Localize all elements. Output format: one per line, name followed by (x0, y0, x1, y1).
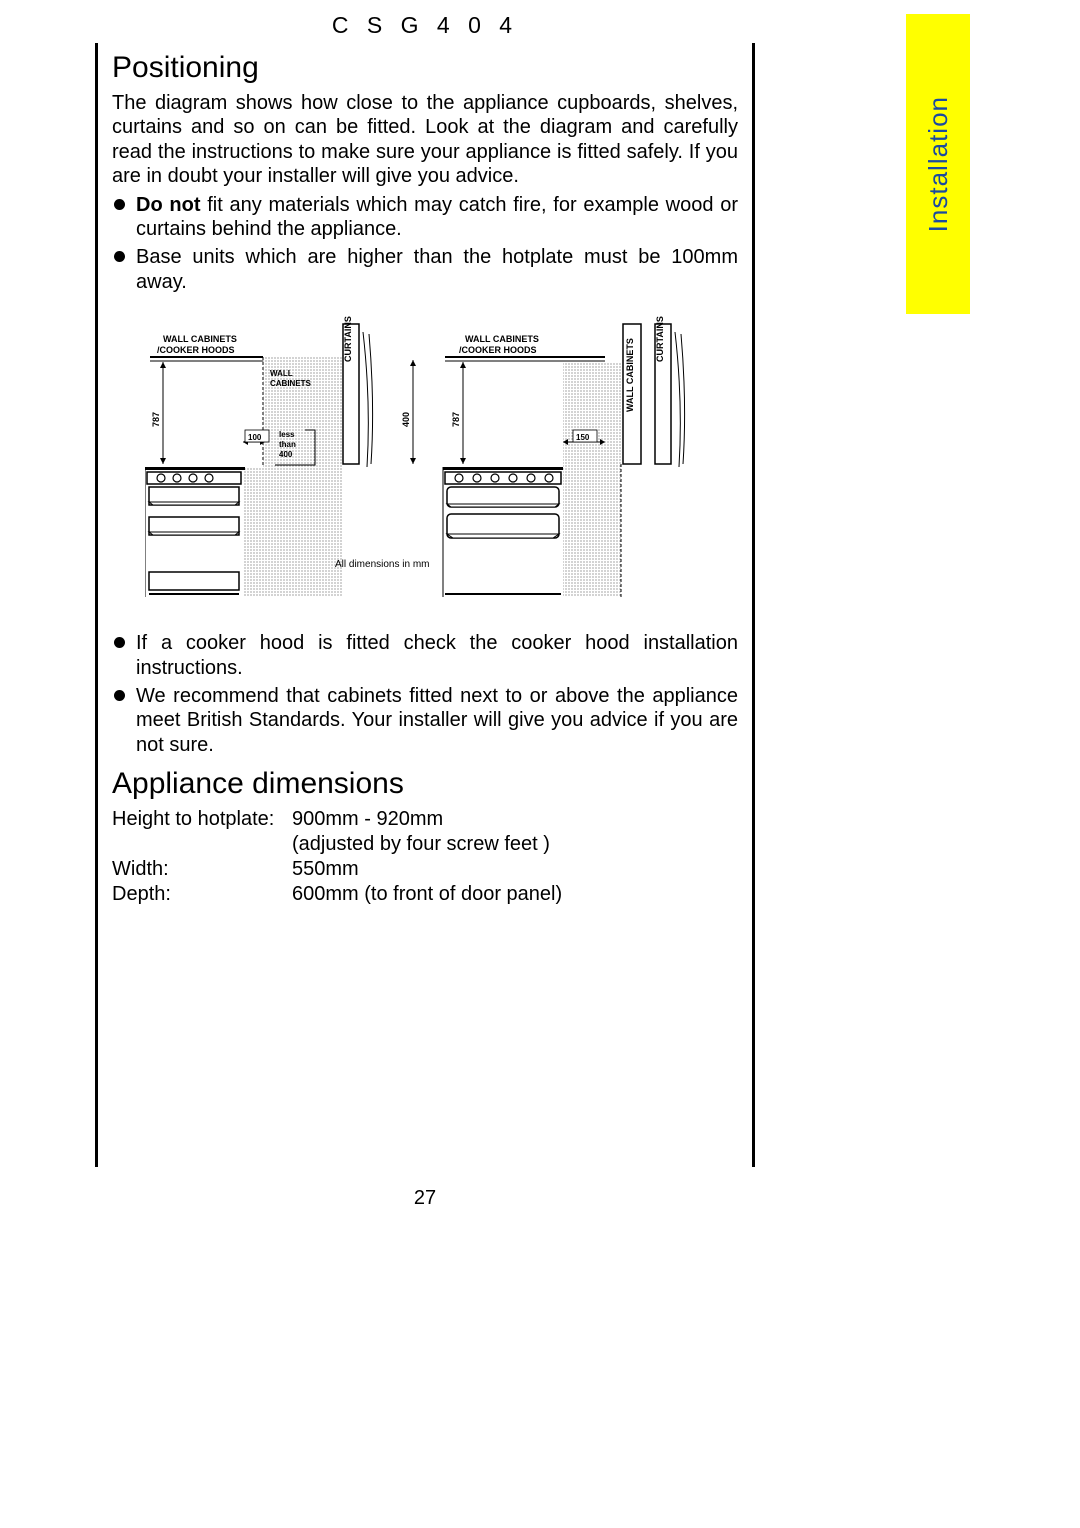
bullet-text: Base units which are higher than the hot… (136, 246, 738, 292)
dim-label: Height to hotplate: (112, 807, 292, 832)
bullet-britishstd: We recommend that cabinets fitted next t… (112, 684, 738, 757)
diag-787-l: 787 (151, 412, 161, 427)
bullet-baseunits: Base units which are higher than the hot… (112, 245, 738, 294)
diag-less: less (279, 430, 295, 439)
diag-400: 400 (401, 412, 411, 427)
diag-400a: 400 (279, 450, 293, 459)
page-number: 27 (95, 1187, 755, 1210)
bullet-cookerhood: If a cooker hood is fitted check the coo… (112, 631, 738, 680)
positioning-bullets-1: Do not fit any materials which may catch… (112, 193, 738, 295)
bullet-text: If a cooker hood is fitted check the coo… (136, 632, 738, 678)
positioning-diagram: WALL CABINETS /COOKER HOODS WALL CABINET… (145, 312, 705, 607)
main-content: Positioning The diagram shows how close … (95, 43, 755, 1167)
diag-100: 100 (248, 433, 262, 442)
diag-lbl-wallcab-r: WALL CABINETS (465, 334, 539, 344)
dim-value: 550mm (292, 857, 359, 882)
dim-label: Depth: (112, 882, 292, 907)
model-header: C S G 4 0 4 (95, 0, 755, 43)
diagram-svg: WALL CABINETS /COOKER HOODS WALL CABINET… (145, 312, 705, 602)
dim-label: Width: (112, 857, 292, 882)
dim-row-height: Height to hotplate: 900mm - 920mm (112, 807, 738, 832)
dim-row-height2: (adjusted by four screw feet ) (112, 832, 738, 857)
positioning-bullets-2: If a cooker hood is fitted check the coo… (112, 631, 738, 757)
diag-lbl-cookerhoods-r: /COOKER HOODS (459, 345, 537, 355)
bullet-bold: Do not (136, 194, 200, 216)
dim-row-depth: Depth: 600mm (to front of door panel) (112, 882, 738, 907)
diag-lbl-wallcab: WALL CABINETS (163, 334, 237, 344)
positioning-heading: Positioning (112, 51, 738, 85)
diag-lbl-cookerhoods: /COOKER HOODS (157, 345, 235, 355)
diag-lbl-cabinets: CABINETS (270, 379, 312, 388)
bullet-text: fit any materials which may catch fire, … (136, 194, 738, 240)
dim-value: 900mm - 920mm (292, 807, 443, 832)
diag-150: 150 (576, 433, 590, 442)
diag-787-r: 787 (451, 412, 461, 427)
positioning-intro: The diagram shows how close to the appli… (112, 91, 738, 189)
bullet-text: We recommend that cabinets fitted next t… (136, 685, 738, 756)
dimensions-table: Height to hotplate: 900mm - 920mm (adjus… (112, 807, 738, 907)
bullet-donot: Do not fit any materials which may catch… (112, 193, 738, 242)
side-tab: Installation (906, 14, 970, 314)
dim-value: 600mm (to front of door panel) (292, 882, 562, 907)
dim-row-width: Width: 550mm (112, 857, 738, 882)
side-tab-label: Installation (923, 96, 954, 232)
diag-lbl-curtains-r: CURTAINS (655, 316, 665, 362)
dim-label (112, 832, 292, 857)
dim-value: (adjusted by four screw feet ) (292, 832, 550, 857)
diag-than: than (279, 440, 296, 449)
diag-lbl-wall: WALL (270, 369, 293, 378)
diag-lbl-wallcab-side: WALL CABINETS (625, 338, 635, 412)
diagram-caption: All dimensions in mm (335, 559, 429, 570)
dimensions-heading: Appliance dimensions (112, 767, 738, 801)
diag-lbl-curtains-l: CURTAINS (343, 316, 353, 362)
